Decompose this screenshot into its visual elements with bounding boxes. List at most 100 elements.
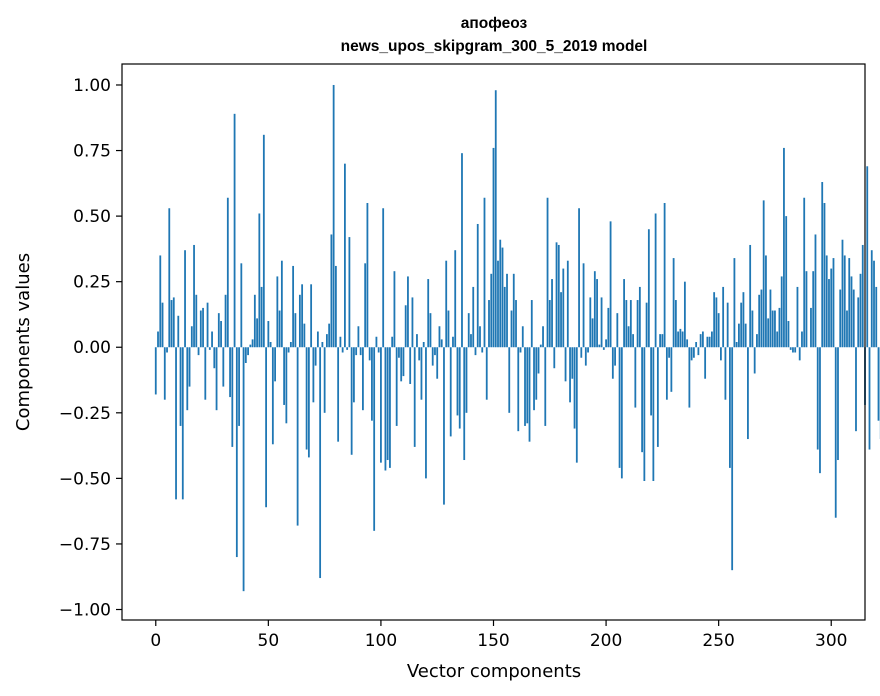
bar bbox=[652, 347, 655, 481]
bar bbox=[688, 347, 691, 408]
bar bbox=[188, 347, 191, 387]
bar bbox=[280, 260, 283, 348]
bar bbox=[355, 347, 358, 356]
bar bbox=[560, 292, 562, 348]
bar bbox=[364, 263, 367, 348]
bar bbox=[170, 300, 173, 348]
bar bbox=[778, 307, 781, 348]
bar bbox=[233, 113, 236, 348]
bar bbox=[384, 347, 387, 471]
bar bbox=[258, 213, 261, 348]
x-tick-label: 300 bbox=[815, 631, 847, 651]
bar bbox=[429, 313, 432, 348]
bar bbox=[841, 239, 844, 348]
bar bbox=[616, 313, 619, 348]
bar bbox=[843, 255, 846, 348]
bar bbox=[515, 300, 517, 348]
bar bbox=[636, 300, 639, 348]
bar bbox=[159, 255, 162, 348]
bar bbox=[488, 300, 490, 348]
bar bbox=[645, 302, 648, 348]
bar bbox=[796, 286, 799, 348]
bar bbox=[211, 331, 213, 348]
bar bbox=[172, 297, 175, 348]
bar bbox=[262, 134, 265, 348]
bar bbox=[465, 347, 468, 413]
bar bbox=[461, 153, 463, 348]
bar bbox=[629, 300, 632, 348]
bar bbox=[386, 347, 389, 461]
bar bbox=[801, 331, 803, 348]
bar bbox=[828, 279, 830, 348]
bar bbox=[220, 321, 222, 348]
bar bbox=[623, 279, 625, 348]
bar bbox=[510, 310, 513, 348]
bar bbox=[708, 336, 711, 348]
bar bbox=[557, 244, 560, 348]
bar bbox=[814, 234, 817, 348]
bar bbox=[544, 347, 547, 426]
bar bbox=[312, 347, 315, 403]
y-tick-label: 0.75 bbox=[73, 142, 111, 162]
bar bbox=[407, 276, 409, 348]
bar bbox=[508, 347, 511, 413]
bar bbox=[683, 281, 686, 348]
bar bbox=[391, 336, 394, 348]
y-tick-label: −0.25 bbox=[59, 404, 111, 424]
bar bbox=[731, 347, 734, 571]
bar bbox=[479, 326, 481, 348]
y-tick-label: −0.50 bbox=[59, 469, 111, 489]
bar bbox=[440, 339, 443, 348]
bar bbox=[774, 310, 776, 348]
bar bbox=[380, 347, 382, 463]
bar bbox=[584, 347, 587, 366]
bar bbox=[738, 323, 740, 348]
bar bbox=[870, 250, 873, 348]
bar bbox=[789, 347, 792, 350]
bar bbox=[175, 347, 177, 500]
bar bbox=[632, 334, 634, 348]
bar bbox=[830, 268, 833, 348]
bar bbox=[249, 344, 252, 348]
bar bbox=[357, 326, 360, 348]
bar bbox=[269, 342, 272, 348]
bar bbox=[235, 347, 238, 558]
bar bbox=[753, 347, 756, 374]
bar bbox=[546, 197, 549, 348]
bar bbox=[411, 297, 414, 348]
bar bbox=[747, 347, 749, 440]
bar bbox=[553, 347, 556, 369]
bar bbox=[443, 347, 445, 505]
bar bbox=[274, 347, 276, 382]
bar bbox=[373, 347, 376, 531]
bar bbox=[733, 258, 736, 348]
bar bbox=[244, 347, 247, 363]
bar bbox=[154, 347, 157, 395]
bar bbox=[179, 347, 182, 426]
bar bbox=[760, 289, 763, 348]
bar bbox=[602, 347, 605, 350]
bar bbox=[717, 313, 720, 348]
bar bbox=[555, 242, 558, 348]
chart-subtitle: news_upos_skipgram_300_5_2019 model bbox=[341, 38, 648, 55]
bar bbox=[762, 200, 765, 348]
bar bbox=[740, 302, 743, 348]
bar bbox=[706, 336, 709, 348]
bar bbox=[226, 197, 229, 348]
bar bbox=[501, 247, 504, 348]
bar bbox=[177, 315, 180, 348]
bar bbox=[224, 294, 227, 348]
bar bbox=[456, 347, 459, 416]
bar bbox=[310, 284, 313, 348]
bar bbox=[819, 347, 821, 474]
bar bbox=[593, 271, 596, 348]
bar bbox=[589, 297, 592, 348]
bar bbox=[562, 268, 565, 348]
bar bbox=[307, 347, 310, 458]
bar bbox=[803, 197, 806, 348]
bar bbox=[866, 166, 869, 348]
y-tick-label: 0.00 bbox=[73, 338, 111, 358]
x-tick-label: 200 bbox=[590, 631, 622, 651]
bar bbox=[665, 347, 668, 400]
x-axis-label: Vector components bbox=[407, 661, 581, 682]
